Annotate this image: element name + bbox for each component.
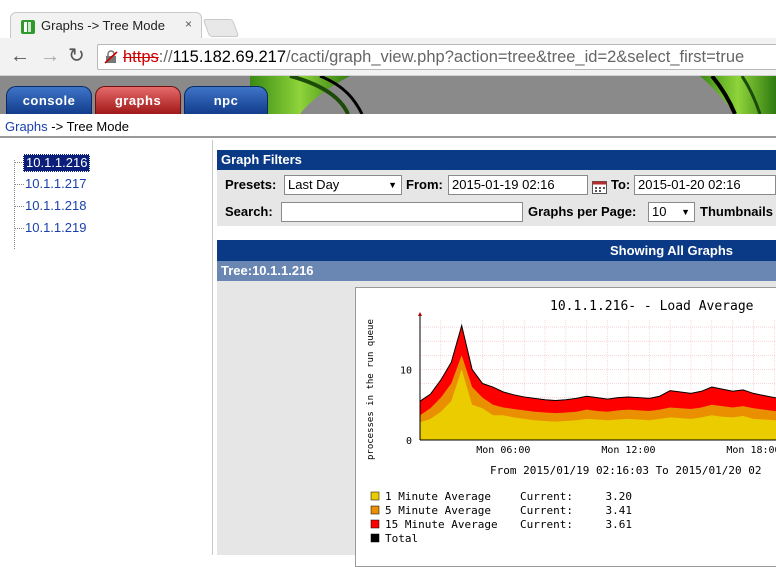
legend-label: 5 Minute Average <box>385 504 491 517</box>
from-date-input[interactable]: 2015-01-19 02:16 <box>448 175 588 195</box>
showing-all-graphs-label: Showing All Graphs <box>610 243 734 258</box>
tree-connector-tick <box>15 206 24 207</box>
tab-close-icon[interactable]: × <box>185 17 193 31</box>
tree-header-bar: Tree:10.1.1.216 <box>217 261 776 281</box>
url-protocol: https <box>123 48 159 66</box>
breadcrumb: Graphs -> Tree Mode <box>5 119 129 134</box>
address-bar[interactable]: https://115.182.69.217/cacti/graph_view.… <box>97 44 776 70</box>
to-label: To: <box>611 177 631 192</box>
legend-current-label: Current: <box>520 490 573 503</box>
to-date-input[interactable]: 2015-01-20 02:16 <box>634 175 776 195</box>
forward-arrow-icon[interactable]: → <box>40 45 60 67</box>
graph-area: 10.1.1.216- - Load Average processes in … <box>217 281 776 567</box>
legend-swatch <box>370 519 380 529</box>
url-separator: :// <box>158 48 173 66</box>
breadcrumb-current: Tree Mode <box>66 119 129 134</box>
tree-item[interactable]: 10.1.1.218 <box>25 198 87 213</box>
total-line <box>419 323 776 402</box>
new-tab-button[interactable] <box>202 19 240 37</box>
browser-tab[interactable]: Graphs -> Tree Mode × <box>10 12 202 38</box>
dropdown-arrow-icon: ▼ <box>388 180 397 190</box>
tree-header-host: 10.1.1.216 <box>252 263 314 278</box>
graph-period-text: From 2015/01/19 02:16:03 To 2015/01/20 0… <box>490 464 762 477</box>
tree-connector-tick <box>15 184 24 185</box>
tab-npc[interactable]: npc <box>184 86 268 114</box>
url-path: /cacti/graph_view.php?action=tree&tree_i… <box>286 48 745 66</box>
search-input[interactable] <box>281 202 523 222</box>
breadcrumb-separator: -> <box>47 119 67 134</box>
tree-connector-line <box>14 160 15 249</box>
legend-swatch <box>370 505 380 515</box>
breadcrumb-link-graphs[interactable]: Graphs <box>5 119 48 134</box>
legend-label: 1 Minute Average <box>385 490 491 503</box>
presets-value: Last Day <box>288 177 340 192</box>
legend-current-value: 3.20 <box>606 490 633 503</box>
legend-current-label: Current: <box>520 504 573 517</box>
presets-label: Presets: <box>225 177 277 192</box>
load-average-graph[interactable]: 10.1.1.216- - Load Average processes in … <box>355 287 776 567</box>
insecure-lock-icon <box>104 50 118 64</box>
cacti-favicon-icon <box>21 20 35 34</box>
series-area-1 <box>420 369 776 440</box>
graph-legend: 1 Minute Average Current: 3.20 5 Minute Ave… <box>370 490 633 545</box>
legend-label: 15 Minute Average <box>385 518 498 531</box>
search-label: Search: <box>225 204 273 219</box>
legend-current-label: Current: <box>520 518 573 531</box>
from-label: From: <box>406 177 443 192</box>
x-tick-label: Mon 06:00 <box>476 445 530 456</box>
url-host: 115.182.69.217 <box>172 48 287 66</box>
tab-graphs[interactable]: graphs <box>95 86 181 114</box>
thumbnails-label: Thumbnails <box>700 204 773 219</box>
graphs-per-page-label: Graphs per Page: <box>528 204 637 219</box>
browser-tabstrip: Graphs -> Tree Mode × <box>0 0 776 38</box>
legend-current-value: 3.61 <box>606 518 633 531</box>
tree-item[interactable]: 10.1.1.217 <box>25 176 87 191</box>
dropdown-arrow-icon: ▼ <box>681 207 690 217</box>
graph-title: 10.1.1.216- - Load Average <box>550 299 754 314</box>
graph-filters-title: Graph Filters <box>217 150 776 170</box>
tree-header-prefix: Tree: <box>221 263 253 278</box>
x-tick-label: Mon 12:00 <box>601 445 655 456</box>
breadcrumb-bar: Graphs -> Tree Mode <box>0 114 776 138</box>
legend-swatch <box>370 491 380 501</box>
rrd-graph-svg: 10.1.1.216- - Load Average processes in … <box>356 288 776 566</box>
legend-swatch <box>370 533 380 543</box>
tree-panel: 10.1.1.216 10.1.1.217 10.1.1.218 10.1.1.… <box>0 140 213 555</box>
graph-plot-area: 0 10 Mon 06:00 Mon 12:00 Mon 18:00 <box>400 312 776 456</box>
calendar-icon[interactable] <box>592 180 607 194</box>
main-content: Graph Filters Presets: Last Day ▼ From: … <box>217 150 776 567</box>
y-tick-label: 10 <box>400 365 412 376</box>
graphs-per-page-value: 10 <box>652 204 667 219</box>
legend-current-value: 3.41 <box>606 504 633 517</box>
reload-icon[interactable]: ↻ <box>68 45 85 67</box>
browser-toolbar: ← → ↻ https://115.182.69.217/cacti/graph… <box>0 38 776 76</box>
tree-item-selected[interactable]: 10.1.1.216 <box>23 154 91 172</box>
graph-ylabel: processes in the run queue <box>366 319 376 460</box>
graphs-per-page-select[interactable]: 10 ▼ <box>648 202 695 222</box>
tree-connector-tick <box>15 162 24 163</box>
y-tick-label: 0 <box>406 436 412 447</box>
tab-console[interactable]: console <box>6 86 92 114</box>
legend-label: Total <box>385 532 418 545</box>
tree-connector-tick <box>15 228 24 229</box>
tree-item[interactable]: 10.1.1.219 <box>25 220 87 235</box>
showing-graphs-bar: Showing All Graphs <box>217 240 776 261</box>
graph-filters-panel: Presets: Last Day ▼ From: 2015-01-19 02:… <box>217 170 776 226</box>
back-arrow-icon[interactable]: ← <box>10 45 30 67</box>
x-tick-label: Mon 18:00 <box>726 445 776 456</box>
y-axis-arrow <box>418 312 422 316</box>
url-text: https://115.182.69.217/cacti/graph_view.… <box>123 48 744 67</box>
cacti-header: console graphs npc <box>0 76 776 114</box>
presets-select[interactable]: Last Day ▼ <box>284 175 402 195</box>
tab-title: Graphs -> Tree Mode <box>41 18 165 33</box>
